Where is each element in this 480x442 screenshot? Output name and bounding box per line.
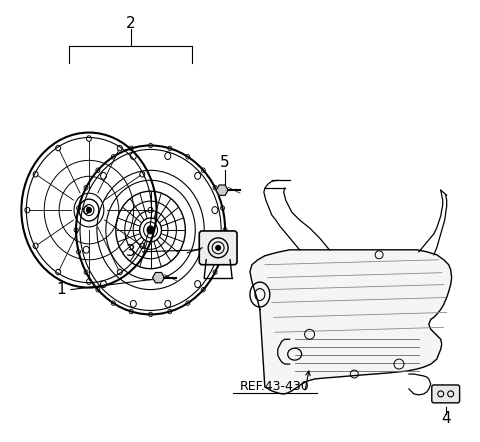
Polygon shape [216, 185, 228, 195]
Text: 3: 3 [126, 244, 135, 259]
Text: 1: 1 [56, 282, 66, 297]
Text: 4: 4 [441, 411, 451, 426]
Text: 5: 5 [220, 155, 230, 170]
Ellipse shape [216, 245, 221, 250]
Polygon shape [250, 250, 452, 394]
Ellipse shape [86, 207, 91, 213]
Text: REF.43-430: REF.43-430 [240, 381, 310, 393]
FancyBboxPatch shape [199, 231, 237, 265]
Text: 2: 2 [126, 16, 135, 31]
Polygon shape [153, 272, 165, 283]
Ellipse shape [147, 226, 154, 234]
FancyBboxPatch shape [432, 385, 460, 403]
